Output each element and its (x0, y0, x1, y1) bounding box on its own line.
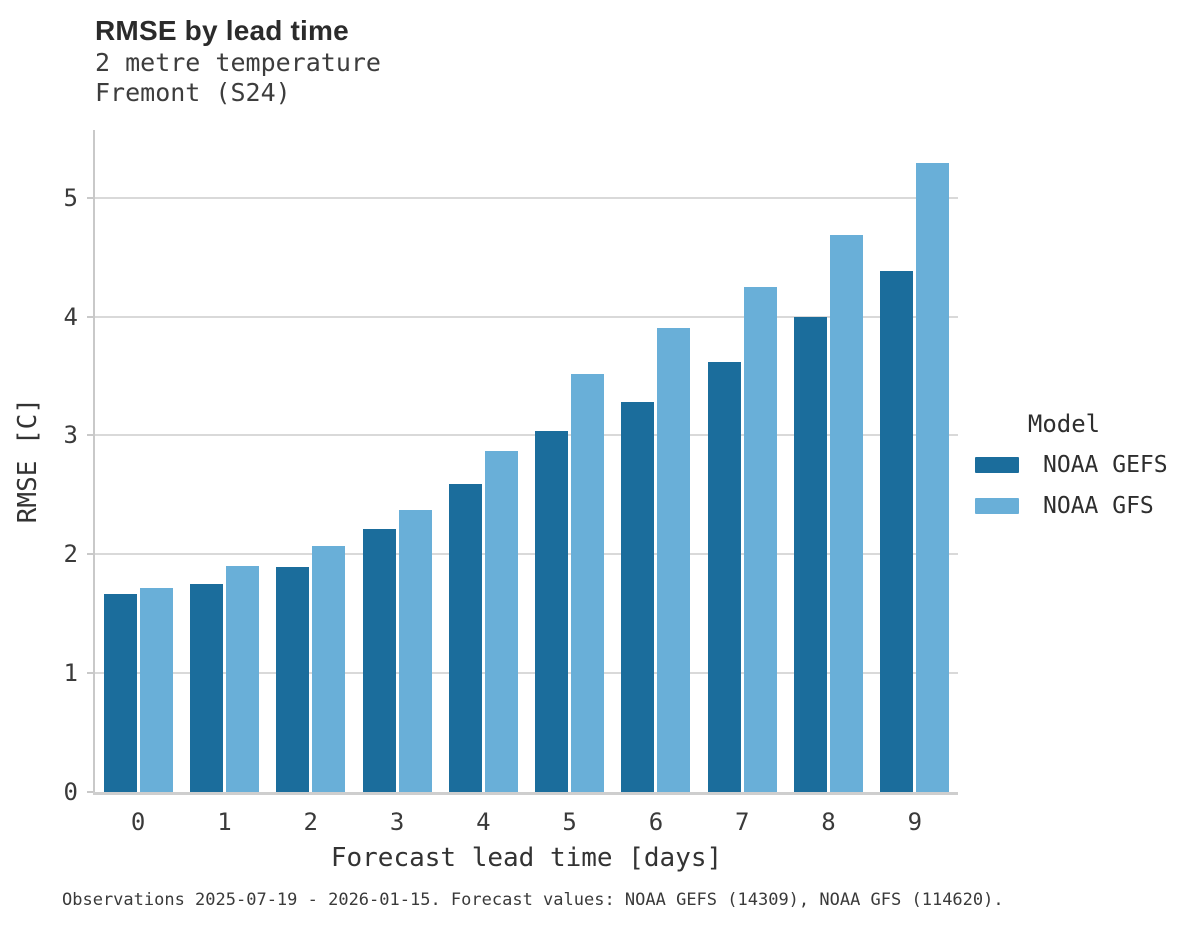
gridline-y-3 (95, 434, 958, 437)
y-tick-label-5: 5 (63, 183, 78, 212)
x-tick-label-0: 0 (130, 808, 146, 836)
x-tick-label-1: 1 (217, 808, 232, 836)
x-tick-label-4: 4 (476, 808, 491, 836)
legend-items: NOAA GEFS NOAA GFS (973, 452, 1185, 519)
bar-noaa-gfs-7 (743, 286, 777, 792)
bar-noaa-gefs-1 (189, 584, 223, 792)
x-axis-title: Forecast lead time [days] (330, 843, 723, 873)
bar-group-2 (268, 130, 354, 792)
y-tick-label-3: 3 (63, 421, 78, 450)
bar-noaa-gfs-6 (657, 328, 691, 792)
x-tick-label-9: 9 (907, 808, 923, 836)
y-tick-label-2: 2 (63, 540, 78, 569)
bar-noaa-gfs-4 (484, 450, 518, 792)
y-tick-label-4: 4 (63, 302, 78, 331)
bar-noaa-gefs-4 (448, 484, 482, 792)
bar-noaa-gfs-9 (916, 163, 950, 792)
bar-noaa-gfs-0 (139, 587, 173, 792)
y-tick-mark-0 (87, 791, 93, 793)
x-tick-label-8: 8 (821, 808, 836, 836)
bar-group-6 (613, 130, 699, 792)
y-axis-spine (93, 130, 95, 795)
chart-title: RMSE by lead time (95, 15, 349, 46)
x-axis-spine (93, 792, 958, 795)
legend-label: NOAA GEFS (1043, 452, 1168, 478)
gridlines (95, 130, 958, 792)
gridline-y-2 (95, 553, 958, 556)
bar-noaa-gefs-2 (276, 567, 310, 792)
bar-group-1 (181, 130, 267, 792)
bar-group-9 (872, 130, 958, 792)
x-tick-labels: 0 1 2 3 4 5 6 7 8 9 (95, 808, 958, 836)
bar-noaa-gefs-6 (621, 402, 655, 792)
chart-header: RMSE by lead time 2 metre temperature Fr… (95, 14, 381, 108)
footnote-caption: Observations 2025-07-19 - 2026-01-15. Fo… (62, 890, 1004, 910)
legend-swatch-icon (975, 457, 1019, 473)
bar-noaa-gefs-3 (362, 529, 396, 792)
y-tick-mark-3 (87, 434, 93, 437)
legend-label: NOAA GFS (1043, 493, 1154, 519)
bar-noaa-gefs-0 (103, 593, 137, 792)
x-tick-label-7: 7 (735, 808, 750, 836)
bar-group-0 (95, 130, 181, 792)
legend-title: Model (1027, 410, 1101, 438)
chart-subtitle-variable: 2 metre temperature (95, 48, 381, 77)
x-tick-label-2: 2 (303, 808, 318, 836)
y-tick-labels: 0 1 2 3 4 5 (30, 130, 78, 806)
y-axis-ticks (87, 130, 93, 793)
y-tick-mark-1 (87, 672, 93, 675)
y-tick-mark-2 (87, 553, 93, 556)
plot-area (93, 130, 958, 795)
gridline-y-4 (95, 315, 958, 318)
bar-noaa-gfs-1 (225, 566, 259, 792)
y-tick-label-1: 1 (63, 659, 78, 688)
legend-item-noaa-gefs: NOAA GEFS (973, 452, 1185, 478)
y-tick-mark-4 (87, 315, 93, 318)
chart-subtitle-location: Fremont (S24) (95, 78, 291, 107)
legend: Model NOAA GEFS NOAA GFS (973, 410, 1185, 534)
bar-group-5 (526, 130, 612, 792)
bar-group-4 (440, 130, 526, 792)
x-tick-label-5: 5 (562, 808, 577, 836)
x-tick-label-3: 3 (389, 808, 405, 836)
bar-group-7 (699, 130, 785, 792)
bar-noaa-gfs-2 (312, 545, 346, 792)
x-tick-label-6: 6 (648, 808, 664, 836)
bar-noaa-gefs-8 (794, 316, 828, 792)
legend-swatch-icon (975, 498, 1019, 514)
bar-noaa-gfs-8 (830, 234, 864, 792)
bar-noaa-gfs-3 (398, 510, 432, 792)
bar-noaa-gefs-9 (880, 271, 914, 792)
bar-noaa-gefs-7 (707, 361, 741, 792)
bar-group-3 (354, 130, 440, 792)
bar-noaa-gefs-5 (535, 430, 569, 792)
y-tick-label-0: 0 (63, 778, 78, 806)
bars-container (95, 130, 958, 792)
legend-item-noaa-gfs: NOAA GFS (973, 493, 1185, 519)
gridline-y-5 (95, 196, 958, 199)
bar-noaa-gfs-5 (571, 373, 605, 792)
y-tick-mark-5 (87, 196, 93, 199)
bar-group-8 (785, 130, 871, 792)
gridline-y-1 (95, 672, 958, 675)
